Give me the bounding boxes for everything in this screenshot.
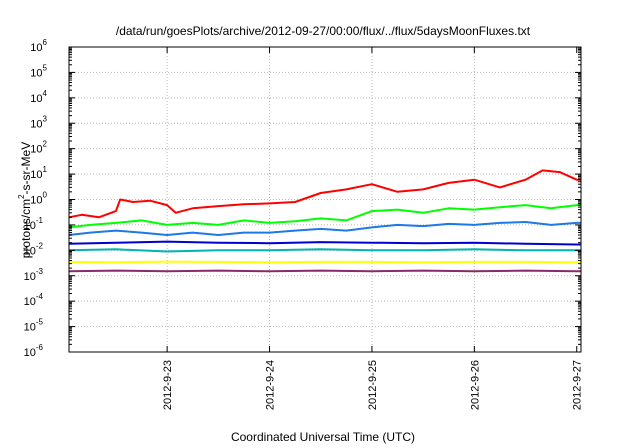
y-axis-label-main: protons/cm: [19, 199, 33, 258]
y-axis: 10-610-510-410-310-210-11001011021031041…: [24, 38, 581, 359]
y-tick-base: 10: [24, 322, 36, 334]
x-tick-label: 2012-9-25: [367, 360, 379, 410]
x-axis: 2012-9-23 2012-9-24 2012-9-25 2012-9-26 2012…: [162, 47, 584, 410]
y-tick-label: 101: [30, 165, 47, 181]
y-tick-base: 10: [30, 42, 42, 54]
y-tick-exponent: -6: [36, 343, 44, 352]
y-tick-base: 10: [24, 271, 36, 283]
y-tick-exponent: 0: [43, 191, 48, 200]
x-tick-label: 2012-9-23: [162, 360, 174, 410]
y-tick-label: 10-4: [24, 292, 44, 308]
y-tick-base: 10: [24, 220, 36, 232]
y-tick-label: 100: [30, 191, 47, 207]
y-tick-base: 10: [24, 296, 36, 308]
series-line-5: [68, 248, 581, 253]
x-axis-label: Coordinated Universal Time (UTC): [231, 430, 415, 444]
y-tick-base: 10: [30, 118, 42, 130]
chart-title: /data/run/goesPlots/archive/2012-09-27/0…: [116, 24, 531, 38]
y-tick-exponent: 5: [43, 63, 48, 72]
y-axis-label: protons/cm2-s-sr-MeV: [17, 142, 33, 258]
y-tick-base: 10: [30, 195, 42, 207]
x-tick-label: 2012-9-26: [469, 360, 481, 410]
y-axis-label-unit: -s-sr-MeV: [19, 142, 33, 195]
y-tick-label: 10-6: [24, 343, 44, 359]
y-axis-label-superscript: 2: [17, 194, 26, 199]
x-tick-label: 2012-9-24: [265, 360, 277, 410]
y-tick-label: 10-1: [24, 216, 44, 232]
y-tick-label: 103: [30, 114, 47, 130]
y-tick-exponent: 4: [43, 89, 48, 98]
series-line-1: [68, 169, 581, 219]
y-tick-label: 10-2: [24, 241, 44, 257]
y-tick-label: 106: [30, 38, 47, 54]
y-tick-label: 102: [30, 140, 47, 156]
y-tick-exponent: -1: [36, 216, 44, 225]
series-line-3: [68, 221, 581, 236]
y-tick-base: 10: [30, 67, 42, 79]
y-tick-exponent: -5: [36, 318, 44, 327]
y-tick-exponent: -2: [36, 241, 44, 250]
series-line-7: [68, 269, 581, 273]
y-tick-label: 10-5: [24, 318, 44, 334]
series-group: [68, 169, 581, 273]
series-line-4: [68, 240, 581, 246]
y-tick-base: 10: [24, 347, 36, 359]
y-tick-exponent: -3: [36, 267, 44, 276]
y-tick-base: 10: [30, 144, 42, 156]
y-tick-base: 10: [24, 245, 36, 257]
y-tick-label: 104: [30, 89, 47, 105]
y-tick-exponent: -4: [36, 292, 44, 301]
y-tick-exponent: 3: [43, 114, 48, 123]
x-tick-label: 2012-9-27: [572, 360, 584, 410]
y-tick-label: 105: [30, 63, 47, 79]
y-tick-exponent: 2: [43, 140, 48, 149]
y-tick-exponent: 1: [43, 165, 48, 174]
y-tick-base: 10: [30, 169, 42, 181]
series-line-2: [68, 204, 581, 229]
y-tick-exponent: 6: [43, 38, 48, 47]
y-tick-label: 10-3: [24, 267, 44, 283]
y-tick-base: 10: [30, 93, 42, 105]
series-line-6: [68, 260, 581, 264]
